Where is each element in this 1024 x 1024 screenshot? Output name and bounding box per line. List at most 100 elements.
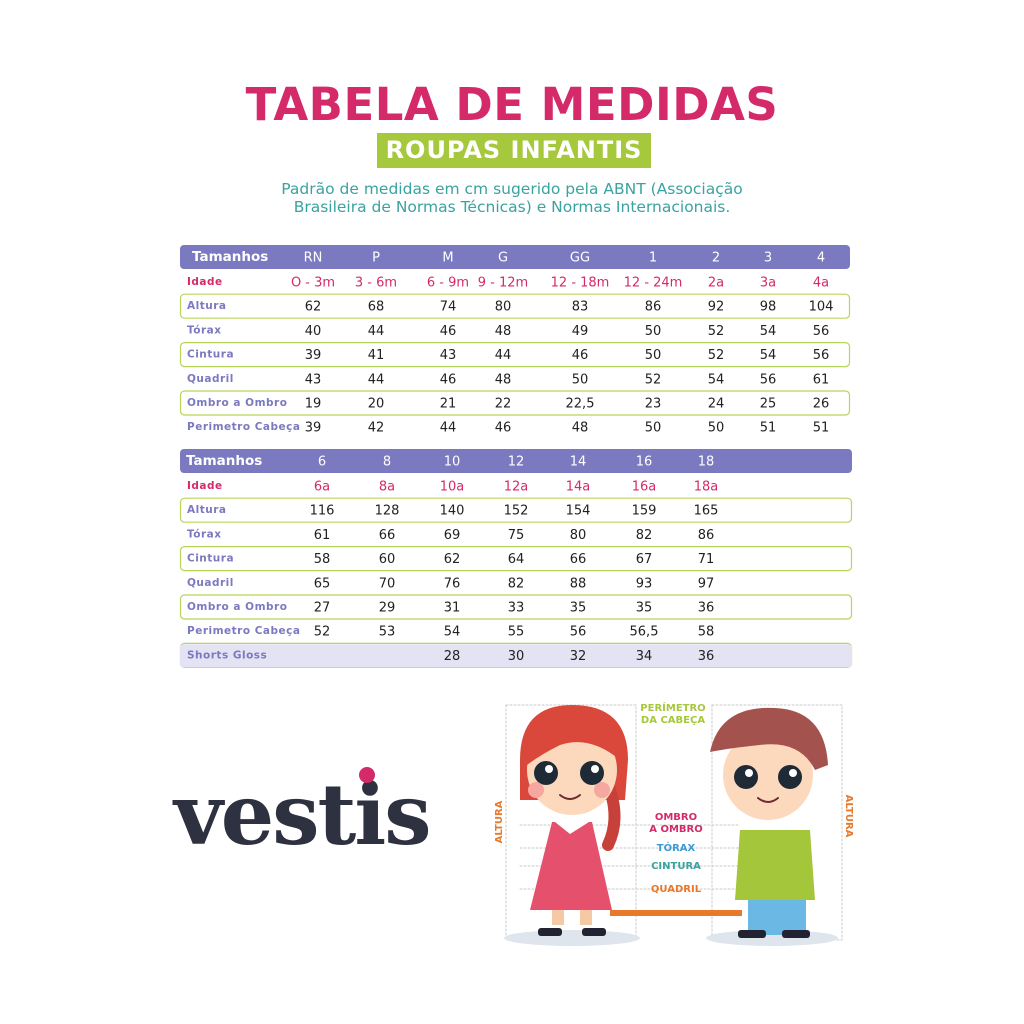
cell: O - 3m [291, 276, 335, 291]
cell: 2a [708, 276, 724, 291]
cell: 67 [636, 552, 653, 567]
cell: 46 [572, 348, 589, 363]
cell: 86 [698, 528, 715, 543]
cell: 8a [379, 480, 395, 495]
cell: 35 [570, 601, 587, 616]
cell: 69 [444, 528, 461, 543]
cell: 35 [636, 601, 653, 616]
description: Padrão de medidas em cm sugerido pela AB… [281, 180, 743, 198]
header-cell: RN [304, 251, 323, 266]
row-label: Quadril [187, 577, 234, 589]
row-label: Tórax [187, 324, 222, 336]
row-label: Idade [187, 480, 223, 492]
cell: 48 [495, 324, 512, 339]
cell: 12 - 18m [551, 276, 610, 291]
cell: 30 [508, 649, 525, 664]
row-label: Idade [187, 276, 223, 288]
cell: 19 [305, 397, 322, 412]
header-label: Tamanhos [192, 249, 268, 265]
header-cell: 6 [318, 455, 326, 470]
cell: 68 [368, 300, 385, 315]
cell: 80 [495, 300, 512, 315]
row-box [179, 390, 851, 416]
cell: 26 [813, 397, 830, 412]
measure-label: PERÍMETRO [640, 701, 705, 714]
measure-label: DA CABEÇA [641, 715, 705, 726]
row-label: Altura [187, 300, 226, 312]
row-box [179, 497, 853, 523]
cell: 52 [708, 348, 725, 363]
cell: 24 [708, 397, 725, 412]
cell: 75 [508, 528, 525, 543]
cell: 98 [760, 300, 777, 315]
cell: 83 [572, 300, 589, 315]
cell: 56,5 [630, 625, 659, 640]
cell: 44 [440, 421, 457, 436]
cell: 50 [572, 372, 589, 387]
cell: 70 [379, 576, 396, 591]
cell: 48 [495, 372, 512, 387]
row-label: Tórax [187, 528, 222, 540]
header-cell: 10 [444, 455, 461, 470]
cell: 53 [379, 625, 396, 640]
row-label: Cintura [187, 553, 234, 565]
cell: 40 [305, 324, 322, 339]
cell: 76 [444, 576, 461, 591]
cell: 39 [305, 421, 322, 436]
cell: 71 [698, 552, 715, 567]
cell: 14a [566, 480, 591, 495]
cell: 46 [440, 324, 457, 339]
header-cell: 18 [698, 455, 715, 470]
cell: 86 [645, 300, 662, 315]
header-cell: 12 [508, 455, 525, 470]
cell: 9 - 12m [478, 276, 528, 291]
cell: 22 [495, 397, 512, 412]
cell: 49 [572, 324, 589, 339]
cell: 64 [508, 552, 525, 567]
cell: 36 [698, 649, 715, 664]
cell: 56 [813, 324, 830, 339]
cell: 50 [708, 421, 725, 436]
cell: 97 [698, 576, 715, 591]
illustration [504, 704, 843, 946]
row-label: Perimetro Cabeça [187, 625, 300, 637]
title: TABELA DE MEDIDAS [245, 78, 779, 131]
header-cell: 16 [636, 455, 653, 470]
cell: 56 [813, 348, 830, 363]
cell: 20 [368, 397, 385, 412]
cell: 33 [508, 601, 525, 616]
logo-dot [359, 767, 375, 783]
row-label: Altura [187, 504, 226, 516]
header-cell: G [498, 251, 508, 266]
cell: 159 [632, 504, 657, 519]
badge: ROUPAS INFANTIS [377, 133, 651, 168]
header-cell: 8 [383, 455, 391, 470]
row-box [179, 545, 853, 572]
header-cell: 1 [649, 251, 657, 266]
measure-label: ALTURA [843, 795, 854, 838]
cell: 66 [570, 552, 587, 567]
cell: 52 [645, 372, 662, 387]
cell: 54 [708, 372, 725, 387]
cell: 93 [636, 576, 653, 591]
cell: 52 [708, 324, 725, 339]
logo: vestis [172, 765, 430, 864]
header-row [180, 245, 850, 269]
row-label: Cintura [187, 349, 234, 361]
cell: 39 [305, 348, 322, 363]
cell: 28 [444, 649, 461, 664]
cell: 55 [508, 625, 525, 640]
cell: 56 [570, 625, 587, 640]
cell: 60 [379, 552, 396, 567]
cell: 66 [379, 528, 396, 543]
cell: 41 [368, 348, 385, 363]
header-row [180, 449, 852, 473]
cell: 22,5 [566, 397, 595, 412]
cell: 12 - 24m [624, 276, 683, 291]
cell: 32 [570, 649, 587, 664]
cell: 4a [813, 276, 829, 291]
measure-label: ALTURA [494, 800, 505, 843]
row-box [179, 594, 853, 620]
cell: 50 [645, 348, 662, 363]
